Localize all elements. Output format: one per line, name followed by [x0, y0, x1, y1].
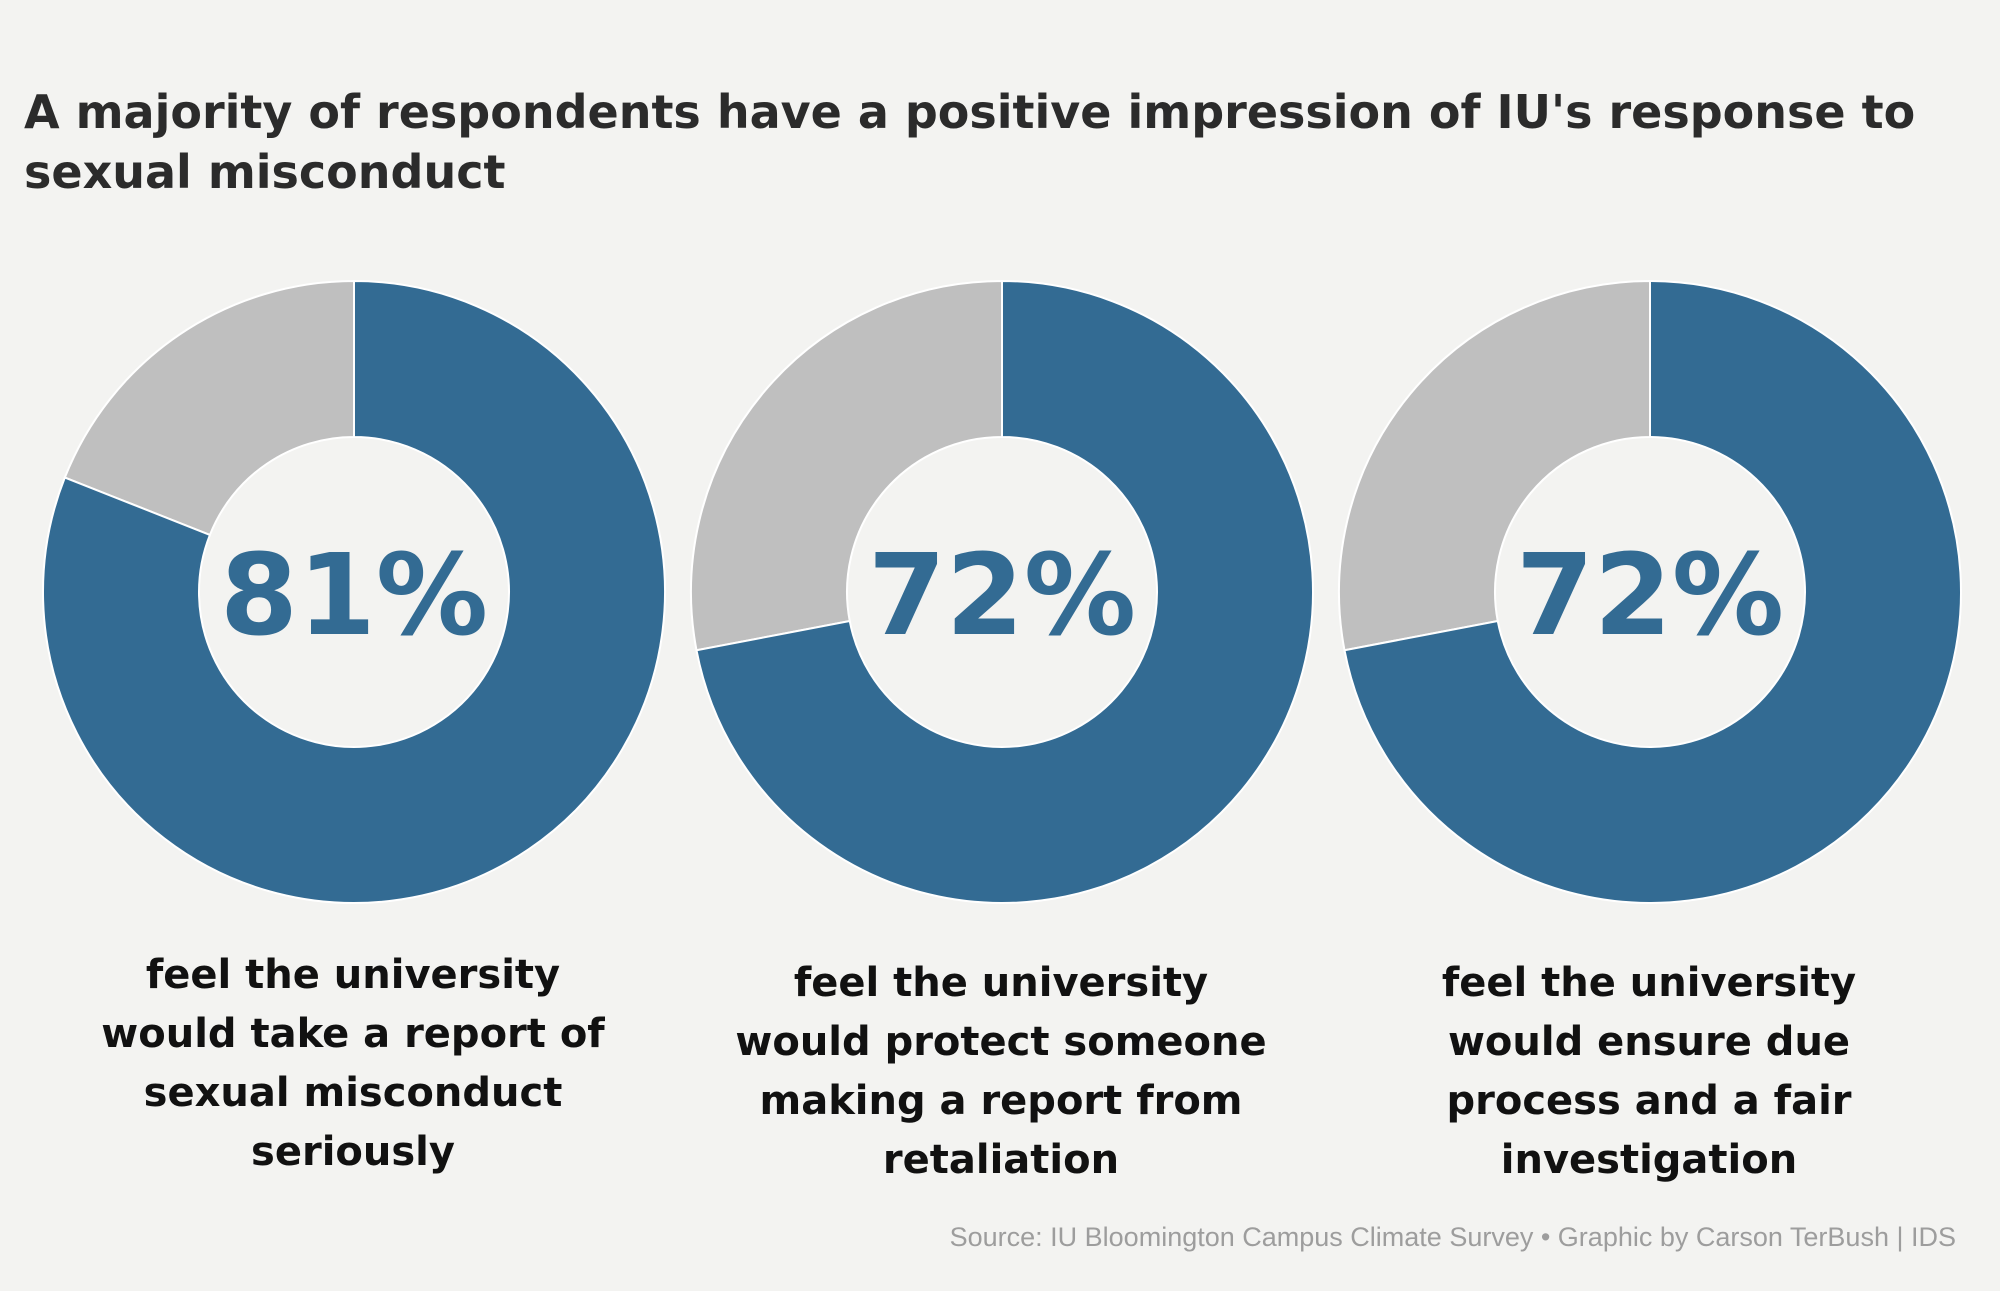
donut-2-remainder-slice	[1338, 279, 1651, 652]
donut-1-caption: feel the university would protect someon…	[735, 960, 1267, 1183]
donut-0-caption: feel the university would take a report …	[101, 952, 605, 1175]
donut-2-caption: feel the university would ensure due pro…	[1441, 960, 1857, 1183]
donut-0-value-slice	[42, 279, 666, 904]
donut-0-percent-label: 81%	[220, 531, 488, 661]
donut-1-percent-label: 72%	[868, 531, 1136, 661]
donut-1-value-slice	[695, 279, 1314, 904]
source-credit: Source: IU Bloomington Campus Climate Su…	[949, 1222, 1956, 1252]
donut-chart-0: 81%	[42, 279, 666, 904]
donut-2-percent-label: 72%	[1516, 531, 1784, 661]
donut-chart-2: 72%	[1338, 279, 1962, 904]
chart-title: A majority of respondents have a positiv…	[24, 85, 1916, 199]
donut-1-remainder-slice	[690, 279, 1003, 652]
donut-chart-1: 72%	[690, 279, 1314, 904]
donut-0-remainder-slice	[63, 279, 355, 537]
donut-2-value-slice	[1343, 279, 1962, 904]
